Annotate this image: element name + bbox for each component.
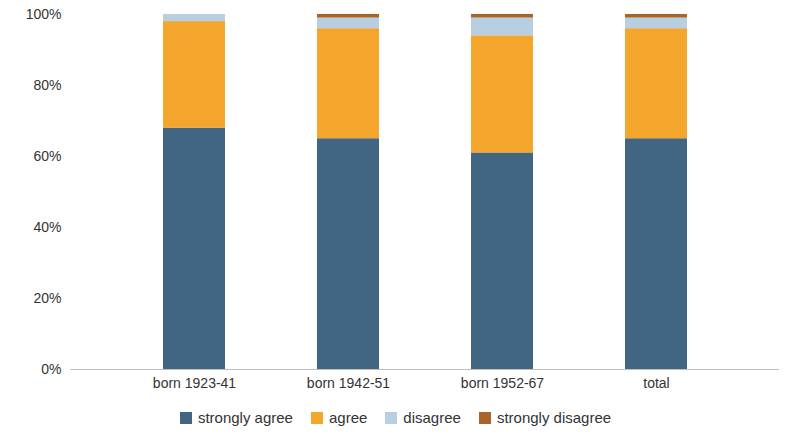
svg-text:100%: 100% xyxy=(26,6,62,22)
html-text:disagree: disagree xyxy=(403,409,461,426)
svg-text:born 1942-51: born 1942-51 xyxy=(307,375,391,391)
svg-text:born 1952-67: born 1952-67 xyxy=(461,375,545,391)
html-text:agree: agree xyxy=(329,409,368,426)
svg-text:0%: 0% xyxy=(41,361,61,377)
svg-text:40%: 40% xyxy=(33,219,61,235)
html-text:strongly disagree: strongly disagree xyxy=(496,409,612,426)
svg-text:born 1923-41: born 1923-41 xyxy=(153,375,237,391)
html-text:strongly agree: strongly agree xyxy=(197,409,293,426)
svg-text:60%: 60% xyxy=(33,148,61,164)
svg-text:total: total xyxy=(643,375,669,391)
svg-text:80%: 80% xyxy=(33,77,61,93)
svg-text:20%: 20% xyxy=(33,290,61,306)
